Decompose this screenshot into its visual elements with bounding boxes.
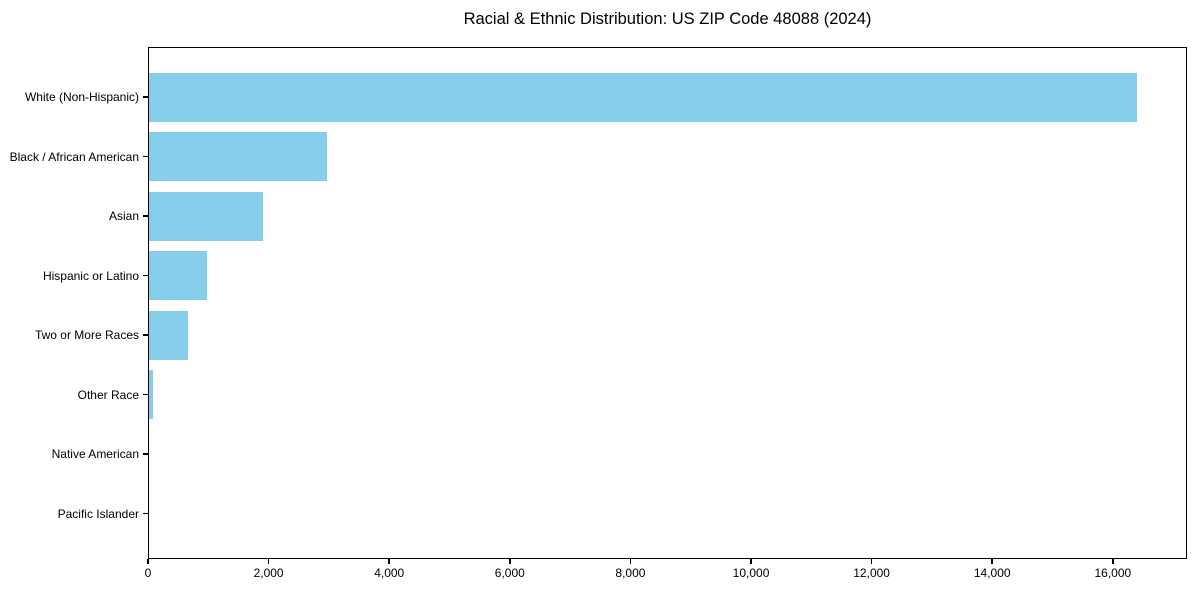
x-tick-mark <box>870 559 873 564</box>
y-tick-label-hispanic-or-latino: Hispanic or Latino <box>42 268 139 283</box>
x-tick-label-2000: 2,000 <box>253 566 284 580</box>
plot-area <box>148 47 1187 559</box>
bar-two-or-more-races <box>148 310 188 360</box>
bar-native-american <box>148 429 149 479</box>
y-tick-mark <box>143 512 148 515</box>
x-tick-mark <box>147 559 149 564</box>
bar-asian <box>148 191 264 241</box>
y-tick-mark <box>143 155 148 158</box>
y-tick-label-two-or-more-races: Two or More Races <box>34 328 139 342</box>
x-tick-label-6000: 6,000 <box>494 566 525 580</box>
y-tick-mark <box>143 393 148 396</box>
y-tick-label-native-american: Native American <box>51 447 139 461</box>
x-tick-mark <box>509 559 511 564</box>
chart-title: Racial & Ethnic Distribution: US ZIP Cod… <box>463 10 872 28</box>
x-tick-mark <box>388 559 390 564</box>
y-tick-label-other-race: Other Race <box>77 387 139 402</box>
y-tick-mark <box>143 453 148 455</box>
y-tick-mark <box>143 96 148 98</box>
bar-white-non-hispanic <box>148 72 1137 122</box>
y-tick-mark <box>143 215 148 217</box>
x-tick-label-8000: 8,000 <box>615 566 646 580</box>
x-tick-label-16000: 16,000 <box>1094 566 1132 580</box>
y-tick-label-black-african-american: Black / African American <box>9 149 139 164</box>
y-tick-mark <box>143 334 148 336</box>
x-tick-label-4000: 4,000 <box>374 566 405 580</box>
x-tick-mark <box>629 559 632 564</box>
y-tick-label-pacific-islander: Pacific Islander <box>57 506 139 521</box>
y-tick-label-asian: Asian <box>108 209 139 223</box>
x-tick-label-14000: 14,000 <box>973 566 1011 580</box>
x-tick-label-0: 0 <box>144 566 152 580</box>
x-tick-label-10000: 10,000 <box>732 566 770 580</box>
x-tick-mark <box>1112 559 1114 564</box>
x-tick-mark <box>750 559 752 564</box>
y-tick-label-white-non-hispanic: White (Non-Hispanic) <box>24 90 139 104</box>
x-tick-mark <box>991 559 993 564</box>
y-tick-mark <box>143 274 148 277</box>
bar-hispanic-or-latino <box>148 251 208 300</box>
bar-other-race <box>148 370 153 419</box>
x-tick-mark <box>267 559 270 564</box>
bar-black-african-american <box>148 132 328 181</box>
x-tick-label-12000: 12,000 <box>853 566 890 580</box>
